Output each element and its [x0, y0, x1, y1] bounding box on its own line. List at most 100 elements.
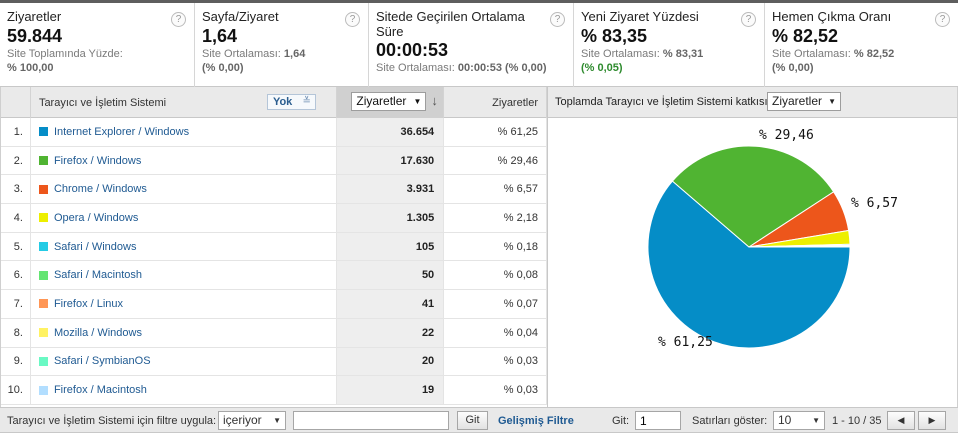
metric-avg-time: Sitede Geçirilen Ortalama Süre 00:00:53 … — [369, 3, 574, 87]
table-row: 3. Chrome / Windows 3.931% 6,57 — [1, 175, 547, 205]
row-visits: 36.654 — [337, 118, 445, 146]
row-link[interactable]: Chrome / Windows — [53, 183, 147, 196]
rows-per-page-select[interactable]: 10 ▼ — [773, 411, 825, 430]
table-row: 2. Firefox / Windows 17.630% 29,46 — [1, 146, 547, 176]
row-dimension: Internet Explorer / Windows — [31, 118, 338, 146]
series-swatch — [38, 356, 48, 366]
rows-per-page-value: 10 — [778, 413, 792, 427]
rows-label: Satırları göster: — [692, 415, 768, 427]
pie-header-label: Toplamda Tarayıcı ve İşletim Sistemi kat… — [555, 96, 771, 108]
metric-value: % 82,52 — [772, 26, 839, 46]
goto-page-input[interactable] — [635, 411, 681, 430]
series-swatch — [38, 328, 48, 338]
row-link[interactable]: Mozilla / Windows — [53, 326, 142, 339]
row-index: 7. — [1, 290, 31, 318]
filter-operator-value: içeriyor — [223, 413, 262, 427]
metric-value: 59.844 — [7, 26, 63, 46]
series-swatch — [38, 385, 48, 395]
row-dimension: Firefox / Macintosh — [31, 376, 338, 404]
metrics-bar: Ziyaretler 59.844 Site Toplamında Yüzde:… — [0, 0, 958, 87]
table-row: 10. Firefox / Macintosh 19% 0,03 — [1, 376, 547, 405]
row-link[interactable]: Opera / Windows — [53, 211, 139, 224]
sort-desc-icon[interactable]: ↓ — [431, 93, 438, 108]
metric-value: 00:00:53 — [376, 40, 449, 60]
chevron-right-icon: ▶ — [928, 415, 936, 425]
metric-bounce-rate: Hemen Çıkma Oranı % 82,52 Site Ortalamas… — [765, 3, 958, 87]
secondary-dimension-select[interactable]: Yok ≚ — [266, 94, 316, 110]
row-link[interactable]: Safari / Windows — [53, 240, 137, 253]
header-visits[interactable]: Ziyaretler ▼ ↓ — [337, 87, 445, 118]
table-row: 8. Mozilla / Windows 22% 0,04 — [1, 318, 547, 348]
row-dimension: Chrome / Windows — [31, 175, 338, 204]
pie-slice-2[interactable] — [671, 145, 835, 248]
help-icon[interactable]: ? — [741, 12, 756, 27]
row-link[interactable]: Internet Explorer / Windows — [53, 125, 190, 138]
row-percent: % 0,04 — [444, 318, 547, 347]
row-visits: 41 — [337, 290, 445, 318]
row-link[interactable]: Safari / Macintosh — [53, 269, 142, 282]
row-index: 2. — [1, 146, 31, 175]
goto-label: Git: — [612, 415, 630, 427]
row-percent: % 2,18 — [444, 204, 547, 232]
series-swatch — [38, 242, 48, 252]
row-index: 3. — [1, 175, 31, 204]
pie-slice-1[interactable] — [647, 180, 851, 349]
dropdown-arrow-icon: ▼ — [413, 97, 422, 106]
help-icon[interactable]: ? — [550, 12, 565, 27]
header-dimension-label: Tarayıcı ve İşletim Sistemi — [38, 96, 167, 109]
row-link[interactable]: Firefox / Linux — [53, 297, 124, 310]
next-page-button[interactable]: ▶ — [918, 411, 946, 430]
chevron-left-icon: ◀ — [897, 415, 905, 425]
row-dimension: Safari / Macintosh — [31, 261, 338, 290]
row-link[interactable]: Firefox / Macintosh — [53, 384, 147, 397]
row-dimension: Firefox / Linux — [31, 290, 338, 318]
series-swatch — [38, 184, 48, 194]
row-dimension: Mozilla / Windows — [31, 318, 338, 347]
pie-metric-value: Ziyaretler — [772, 94, 823, 108]
filter-operator-select[interactable]: içeriyor ▼ — [218, 411, 286, 430]
row-link[interactable]: Safari / SymbianOS — [53, 355, 151, 368]
row-link[interactable]: Firefox / Windows — [53, 154, 142, 167]
advanced-filter-link[interactable]: Gelişmiş Filtre — [498, 415, 574, 427]
row-visits: 105 — [337, 232, 445, 261]
filter-go-button[interactable]: Git — [457, 411, 488, 430]
header-percent[interactable]: Ziyaretler — [444, 87, 547, 118]
table-row: 6. Safari / Macintosh 50% 0,08 — [1, 261, 547, 291]
metric-sub: Site Ortalaması: % 83,31 — [581, 48, 704, 60]
help-icon[interactable]: ? — [935, 12, 950, 27]
series-swatch — [38, 299, 48, 309]
row-percent: % 29,46 — [444, 146, 547, 175]
metric-title: Sitede Geçirilen Ortalama Süre — [376, 9, 525, 39]
metric-value: % 83,35 — [581, 26, 648, 46]
metric-title: Ziyaretler — [7, 9, 62, 24]
metric-sub2: (% 0,00) — [772, 62, 814, 74]
row-index: 10. — [1, 376, 31, 404]
help-icon[interactable]: ? — [171, 12, 186, 27]
pie-label-chrome: % 6,57 — [851, 196, 898, 211]
table-row: 7. Firefox / Linux 41% 0,07 — [1, 290, 547, 319]
metric-value: 1,64 — [202, 26, 238, 46]
pie-metric-select[interactable]: Ziyaretler ▼ — [767, 92, 841, 111]
row-percent: % 0,08 — [444, 261, 547, 290]
metric-sub: Site Ortalaması: % 82,52 — [772, 48, 895, 60]
series-swatch — [38, 127, 48, 137]
sort-metric-select[interactable]: Ziyaretler ▼ — [351, 92, 427, 111]
dropdown-arrow-icon: ▼ — [828, 97, 836, 106]
chevron-down-icon: ≚ — [302, 96, 311, 107]
secondary-dimension-value: Yok — [272, 96, 293, 108]
metric-title: Sayfa/Ziyaret — [202, 9, 279, 24]
table-row: 4. Opera / Windows 1.305% 2,18 — [1, 204, 547, 233]
row-visits: 50 — [337, 261, 445, 290]
metric-pages-per-visit: Sayfa/Ziyaret 1,64 Site Ortalaması: 1,64… — [195, 3, 369, 87]
help-icon[interactable]: ? — [345, 12, 360, 27]
metric-sub2: (% 0,00) — [202, 62, 244, 74]
header-dimension: Tarayıcı ve İşletim Sistemi Yok ≚ — [31, 87, 338, 118]
row-visits: 3.931 — [337, 175, 445, 204]
metric-sub: Site Ortalaması: 00:00:53 (% 0,00) — [376, 62, 547, 74]
filter-input[interactable] — [293, 411, 449, 430]
row-visits: 1.305 — [337, 204, 445, 232]
pie-label-firefox: % 29,46 — [759, 128, 814, 143]
prev-page-button[interactable]: ◀ — [887, 411, 915, 430]
row-index: 6. — [1, 261, 31, 290]
series-swatch — [38, 270, 48, 280]
